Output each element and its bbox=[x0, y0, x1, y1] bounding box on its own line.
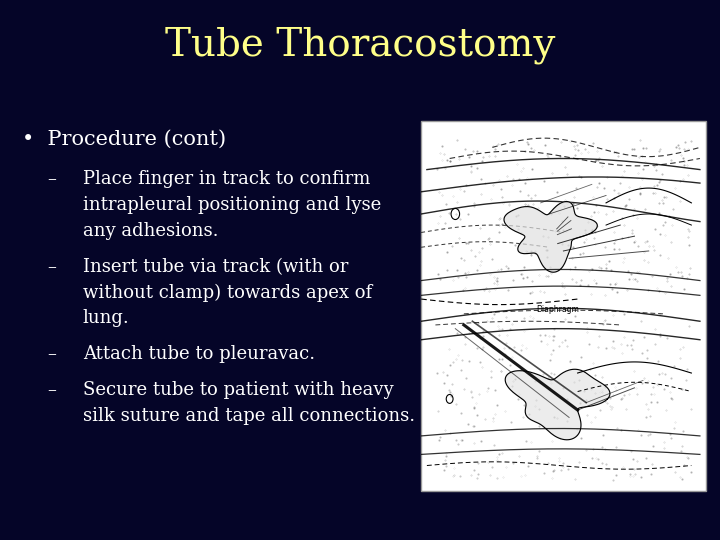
Text: any adhesions.: any adhesions. bbox=[83, 222, 218, 240]
Text: silk suture and tape all connections.: silk suture and tape all connections. bbox=[83, 407, 415, 424]
Text: –: – bbox=[47, 258, 55, 275]
Text: –: – bbox=[47, 170, 55, 188]
Bar bbox=[421, 122, 706, 491]
Text: Attach tube to pleuravac.: Attach tube to pleuravac. bbox=[83, 345, 315, 363]
Text: lung.: lung. bbox=[83, 309, 130, 327]
Polygon shape bbox=[505, 369, 610, 440]
Text: –: – bbox=[47, 345, 55, 363]
Text: without clamp) towards apex of: without clamp) towards apex of bbox=[83, 284, 372, 302]
Text: Diaphragm: Diaphragm bbox=[536, 305, 579, 314]
Text: Insert tube via track (with or: Insert tube via track (with or bbox=[83, 258, 348, 275]
Text: intrapleural positioning and lyse: intrapleural positioning and lyse bbox=[83, 196, 381, 214]
Text: Tube Thoracostomy: Tube Thoracostomy bbox=[165, 27, 555, 64]
Polygon shape bbox=[504, 201, 598, 272]
Text: •  Procedure (cont): • Procedure (cont) bbox=[22, 130, 226, 148]
Text: Place finger in track to confirm: Place finger in track to confirm bbox=[83, 170, 370, 188]
Text: Secure tube to patient with heavy: Secure tube to patient with heavy bbox=[83, 381, 393, 399]
Text: –: – bbox=[47, 381, 55, 399]
